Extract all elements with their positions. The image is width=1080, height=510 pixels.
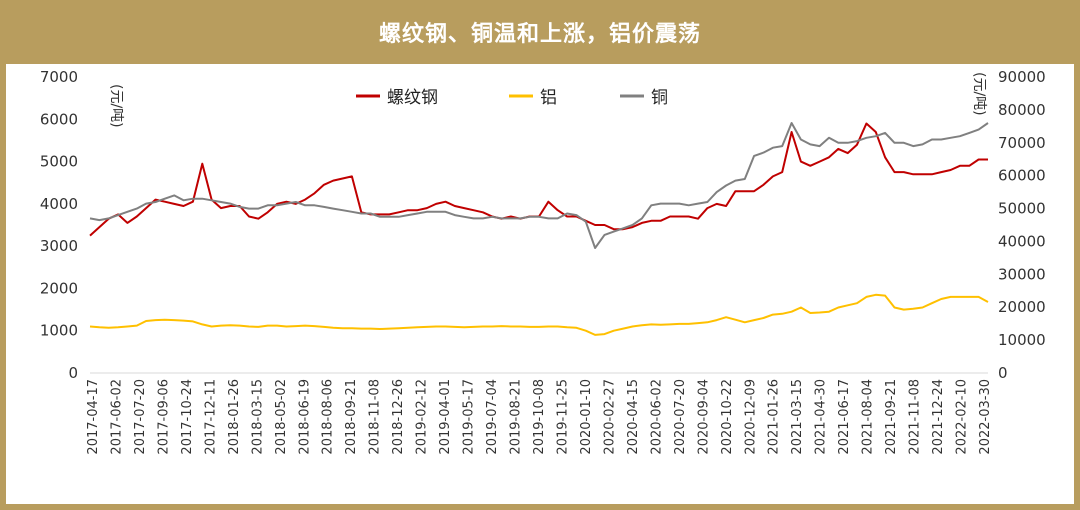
x-tick-label: 2021-12-24 [931, 379, 946, 455]
x-tick-label: 2017-06-02 [109, 379, 124, 455]
right-y-tick-label: 90000 [998, 68, 1046, 86]
x-tick-label: 2020-07-20 [673, 379, 688, 455]
x-tick-label: 2019-08-21 [509, 379, 524, 455]
left-y-tick-label: 5000 [40, 153, 78, 171]
x-tick-label: 2019-05-17 [462, 379, 477, 455]
x-tick-label: 2020-06-02 [649, 379, 664, 455]
series-line-铜 [89, 122, 989, 249]
x-tick-label: 2018-09-21 [344, 379, 359, 455]
left-y-tick-label: 7000 [40, 68, 78, 86]
x-tick-label: 2018-01-26 [227, 379, 242, 455]
left-y-tick-label: 1000 [40, 322, 78, 340]
x-tick-label: 2018-12-26 [391, 379, 406, 455]
x-tick-label: 2022-03-30 [978, 379, 993, 455]
right-y-tick-label: 20000 [998, 298, 1046, 316]
x-tick-label: 2019-11-25 [555, 379, 570, 455]
x-tick-label: 2021-04-30 [814, 379, 829, 455]
x-tick-label: 2019-07-04 [485, 379, 500, 455]
x-tick-label: 2020-10-22 [720, 379, 735, 455]
x-tick-label: 2018-11-08 [368, 379, 383, 455]
right-y-tick-label: 50000 [998, 200, 1046, 218]
right-y-tick-label: 70000 [998, 134, 1046, 152]
x-tick-label: 2017-07-20 [133, 379, 148, 455]
x-tick-label: 2020-01-10 [579, 379, 594, 455]
chart-title: 螺纹钢、铜温和上涨，铝价震荡 [378, 22, 701, 47]
chart-panel: 0 1000 2000 3000 4000 5000 6000 7000 0 10000 20000… [6, 64, 1074, 504]
x-tick-label: 2019-04-01 [438, 379, 453, 455]
right-y-tick-label: 40000 [998, 232, 1046, 250]
right-y-tick-label: 30000 [998, 265, 1046, 283]
x-tick-label: 2020-04-15 [626, 379, 641, 455]
left-y-tick-label: 2000 [40, 279, 78, 297]
right-axis-unit: (元/吨) [971, 72, 987, 116]
x-tick-label: 2018-08-06 [321, 379, 336, 455]
x-tick-label: 2018-03-15 [250, 379, 265, 455]
x-tick-label: 2017-12-11 [203, 379, 218, 455]
x-tick-label: 2017-09-06 [156, 379, 171, 455]
left-axis-unit: (元/吨) [108, 84, 124, 128]
x-tick-label: 2018-06-19 [297, 379, 312, 455]
x-tick-label: 2020-12-09 [743, 379, 758, 455]
right-y-tick-label: 0 [998, 364, 1008, 382]
legend-label: 螺纹钢 [387, 88, 438, 108]
legend-label: 铝 [540, 88, 557, 108]
x-tick-label: 2021-01-26 [767, 379, 782, 455]
x-tick-label: 2020-02-27 [602, 379, 617, 455]
x-tick-label: 2019-10-08 [532, 379, 547, 455]
right-y-tick-label: 60000 [998, 167, 1046, 185]
left-y-tick-label: 4000 [40, 195, 78, 213]
series-line-螺纹钢 [89, 122, 988, 237]
x-tick-label: 2020-09-04 [696, 379, 711, 455]
legend-label: 铜 [651, 88, 668, 108]
x-tick-label: 2017-10-24 [180, 379, 195, 455]
line-chart: 0100020003000400050006000700001000020000… [40, 68, 1046, 455]
right-y-tick-label: 80000 [998, 101, 1046, 119]
x-tick-label: 2022-02-10 [955, 379, 970, 455]
x-tick-label: 2021-11-08 [908, 379, 923, 455]
x-tick-label: 2017-04-17 [86, 379, 101, 455]
x-tick-label: 2021-03-15 [790, 379, 805, 455]
x-tick-label: 2021-09-21 [884, 379, 899, 455]
x-tick-label: 2018-05-02 [274, 379, 289, 455]
x-tick-label: 2021-08-04 [861, 379, 876, 455]
x-tick-label: 2021-06-17 [837, 379, 852, 455]
right-y-tick-label: 10000 [998, 331, 1046, 349]
series-line-铝 [89, 293, 989, 336]
x-tick-label: 2019-02-12 [415, 379, 430, 455]
left-y-tick-label: 0 [68, 364, 78, 382]
left-y-tick-label: 6000 [40, 110, 78, 128]
left-y-tick-label: 3000 [40, 237, 78, 255]
